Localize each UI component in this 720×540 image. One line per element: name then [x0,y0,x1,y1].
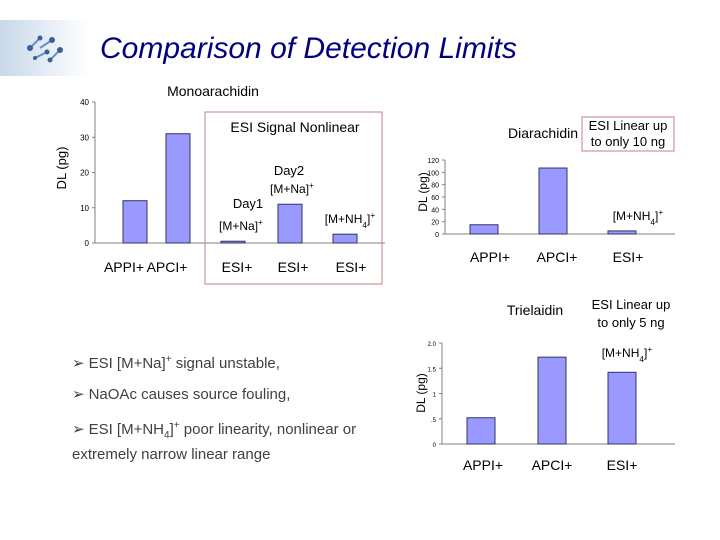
page-title: Comparison of Detection Limits [100,32,517,65]
y-tick-label: 100 [427,170,439,177]
bar [220,240,246,244]
y-tick-label: 2.0 [428,342,437,348]
bar-annotation: Day2 [274,163,304,178]
x-tick-label: APCI+ [147,259,188,275]
y-tick-label: 0 [433,443,437,449]
bar [165,133,191,244]
chart-title: Diarachidin [508,125,578,141]
bar-annotation: [M+NH4]+ [613,207,664,227]
y-tick-label: 1 [433,393,437,399]
y-tick-label: 60 [431,195,439,202]
chart-title: Trielaidin [507,302,563,318]
annotation-box [581,116,675,152]
x-tick-label: APCI+ [532,457,573,473]
y-tick-label: 10 [80,204,89,213]
y-tick-label: 40 [80,98,89,107]
y-tick-label: 120 [427,158,439,165]
bar [537,356,567,445]
x-tick-label: ESI+ [222,259,253,275]
bullet-item: ➢ ESI [M+NH4]+ poor linearity, nonlinear … [72,420,357,463]
bar-annotation: [M+NH4]+ [602,344,653,364]
bar [607,371,637,445]
arrow-bullet-icon: ➢ [72,354,85,372]
y-axis-label: DL (pg) [416,172,430,212]
bar-annotation: Day1 [233,196,263,211]
y-tick-label: 1.5 [428,367,437,373]
y-tick-label: 0 [435,232,439,239]
y-tick-label: 30 [80,133,89,142]
bullet-item: ➢ ESI [M+Na]+ signal unstable, [72,354,280,372]
logo-graphic [0,20,90,76]
bar [466,417,496,445]
chart-title: Monoarachidin [167,83,259,99]
x-tick-label: APPI+ [470,249,510,265]
esi-highlight-box [204,111,383,285]
bar-annotation: [M+Na]+ [270,180,314,196]
chart-annotation: to only 10 ng [591,134,665,149]
chart-annotation: ESI Linear up [589,118,668,133]
bar [538,167,568,235]
bar [469,224,499,235]
bar [332,233,358,244]
chart-annotation: ESI Signal Nonlinear [230,119,360,135]
y-tick-label: 80 [431,183,439,190]
y-axis-label: DL (pg) [414,373,428,413]
bullet-item: ➢ NaOAc causes source fouling, [72,385,291,403]
x-tick-label: APPI+ [104,259,144,275]
x-tick-label: ESI+ [607,457,638,473]
x-tick-label: APCI+ [537,249,578,265]
bar-annotation: [M+Na]+ [219,217,263,233]
y-tick-label: .5 [431,418,437,424]
arrow-bullet-icon: ➢ [72,420,85,438]
bullet-list: ➢ ESI [M+Na]+ signal unstable, ➢ NaOAc cau… [72,350,372,476]
y-tick-label: 20 [80,169,89,178]
x-tick-label: ESI+ [336,259,367,275]
bar [607,230,637,235]
chart-annotation: to only 5 ng [597,315,664,330]
bar [122,200,148,244]
chart-annotation: ESI Linear up [592,297,671,312]
bar-annotation: [M+NH4]+ [325,210,376,230]
x-tick-label: APPI+ [463,457,503,473]
y-tick-label: 40 [431,207,439,214]
y-tick-label: 20 [431,220,439,227]
y-axis-label: DL (pg) [54,147,69,190]
x-tick-label: ESI+ [613,249,644,265]
bar [277,203,303,244]
x-tick-label: ESI+ [278,259,309,275]
y-tick-label: 0 [85,239,90,248]
arrow-bullet-icon: ➢ [72,385,85,403]
